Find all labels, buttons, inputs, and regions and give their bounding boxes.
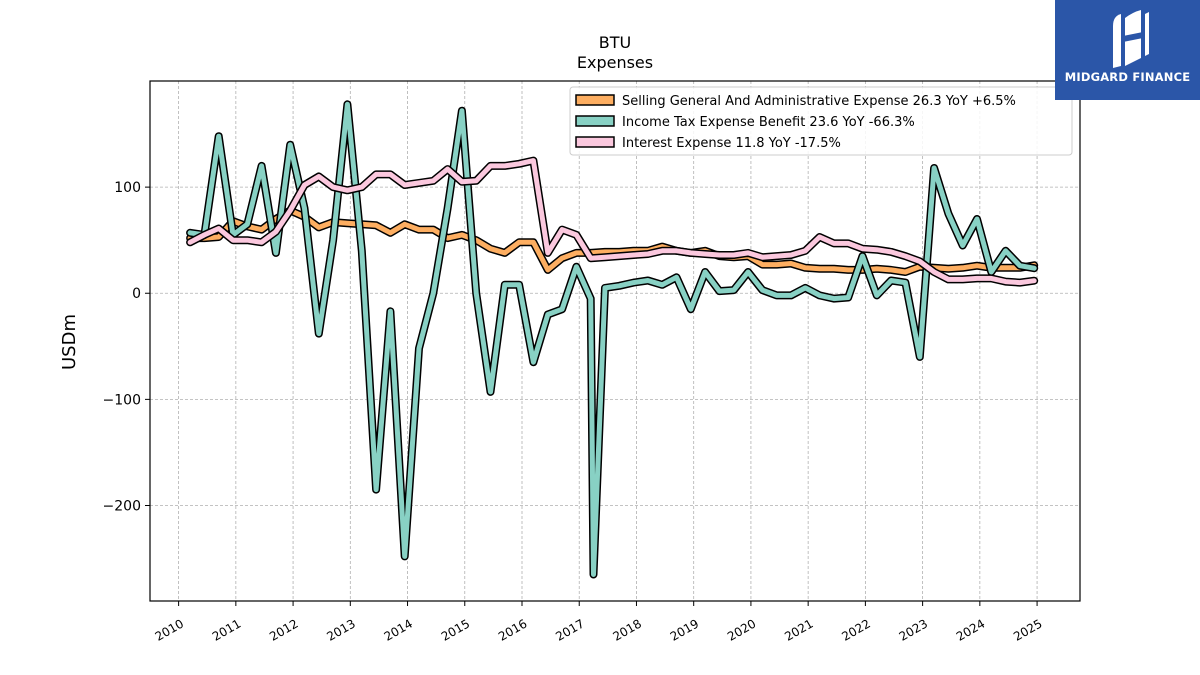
series-group <box>186 100 1039 579</box>
legend[interactable]: Selling General And Administrative Expen… <box>569 86 1073 156</box>
x-tick-label: 2016 <box>496 616 529 643</box>
x-tick-label: 2015 <box>439 616 472 643</box>
plot-frame <box>149 80 1081 602</box>
x-tick-label: 2017 <box>553 616 586 643</box>
y-tick-label: 100 <box>114 180 141 196</box>
x-tick-label: 2012 <box>267 616 300 643</box>
chart-title: BTU <box>599 33 631 52</box>
x-tick-label: 2021 <box>782 616 815 643</box>
brand-name: MIDGARD FINANCE <box>1064 70 1191 84</box>
series-line-2 <box>187 158 1037 286</box>
x-tick-label: 2025 <box>1011 616 1044 643</box>
legend-label-1: Income Tax Expense Benefit 23.6 YoY -66.… <box>622 115 915 130</box>
x-tick-label: 2024 <box>954 616 987 643</box>
y-axis-label: USDm <box>59 314 80 370</box>
legend-label-0: Selling General And Administrative Expen… <box>622 94 1016 109</box>
y-tick-label: −200 <box>103 498 141 514</box>
x-tick-label: 2020 <box>725 616 758 643</box>
x-tick-label: 2014 <box>382 616 415 643</box>
x-tick-label: 2018 <box>611 616 644 643</box>
x-tick-label: 2010 <box>153 616 186 643</box>
x-tick-label: 2019 <box>668 616 701 643</box>
chart-subtitle: Expenses <box>577 53 653 72</box>
series-line-1 <box>187 101 1037 577</box>
y-tick-label: −100 <box>103 392 141 408</box>
legend-box <box>569 86 1073 156</box>
legend-label-2: Interest Expense 11.8 YoY -17.5% <box>622 136 841 151</box>
x-tick-label: 2023 <box>897 616 930 643</box>
midgard-logo-icon <box>1113 10 1149 68</box>
x-tick-label: 2011 <box>210 616 243 643</box>
x-tick-label: 2013 <box>324 616 357 643</box>
series-line-outline-0 <box>186 206 1039 276</box>
series-line-0 <box>187 208 1037 275</box>
legend-swatch-1 <box>575 115 615 127</box>
brand-logo: MIDGARD FINANCE <box>1055 0 1200 100</box>
legend-swatch-0 <box>575 94 615 106</box>
ticks: 2010 2011 2012 2013 2014 2015 2016 2017 2018 2019… <box>103 180 1045 644</box>
x-tick-label: 2022 <box>839 616 872 643</box>
legend-swatch-2 <box>575 136 615 148</box>
y-tick-label: 0 <box>132 286 141 302</box>
